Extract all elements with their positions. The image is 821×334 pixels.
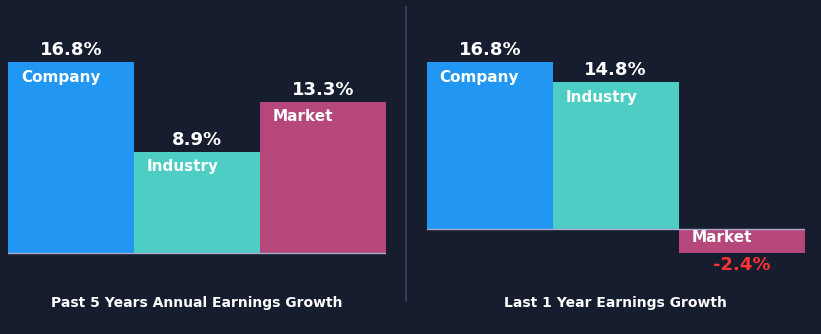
Text: Market: Market	[273, 110, 333, 125]
Bar	[679, 229, 805, 253]
Bar	[553, 82, 679, 229]
Text: Company: Company	[439, 70, 519, 85]
X-axis label: Past 5 Years Annual Earnings Growth: Past 5 Years Annual Earnings Growth	[51, 296, 343, 310]
Text: Market: Market	[691, 230, 752, 245]
Bar	[260, 102, 386, 253]
Text: Company: Company	[21, 70, 100, 85]
Bar	[427, 62, 553, 229]
X-axis label: Last 1 Year Earnings Growth: Last 1 Year Earnings Growth	[504, 296, 727, 310]
Bar	[134, 152, 260, 253]
Bar	[8, 62, 134, 253]
Text: 16.8%: 16.8%	[40, 41, 103, 59]
Text: -2.4%: -2.4%	[713, 256, 770, 274]
Text: 8.9%: 8.9%	[172, 131, 222, 149]
Text: 13.3%: 13.3%	[291, 81, 354, 99]
Text: 16.8%: 16.8%	[459, 41, 521, 59]
Text: Industry: Industry	[566, 90, 637, 105]
Text: Industry: Industry	[147, 159, 218, 174]
Text: 14.8%: 14.8%	[585, 61, 647, 79]
